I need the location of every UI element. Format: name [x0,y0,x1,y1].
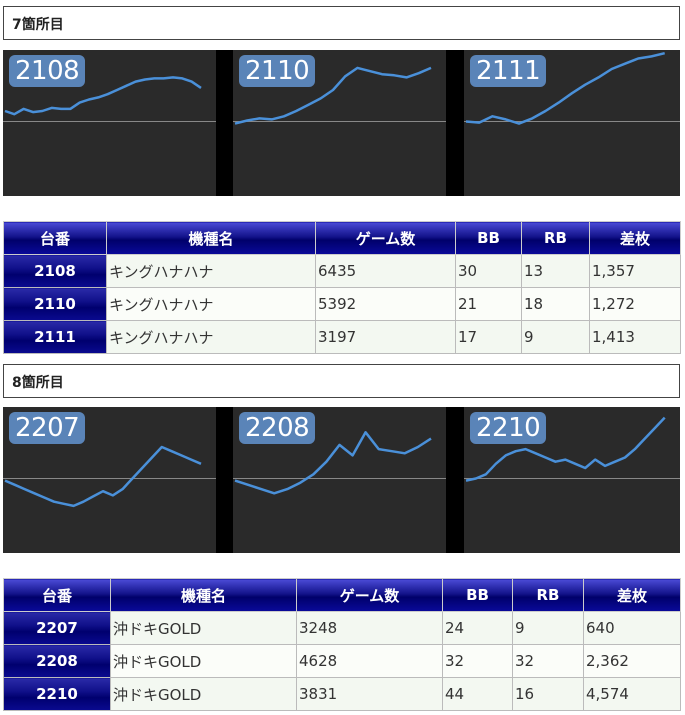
slump-graph-2111 [464,51,680,125]
chart-label-2208: 2208 [239,412,316,444]
charts-row-8: 2207 2208 2210 [3,407,680,553]
chart-label-2110: 2110 [239,55,316,87]
col-header-rb[interactable]: RB [512,578,584,612]
machine-name-cell: キングハナハナ [106,254,316,288]
col-header-machine-name[interactable]: 機種名 [106,221,316,255]
col-header-diff[interactable]: 差枚 [583,578,681,612]
rb-cell: 9 [521,320,590,354]
games-cell: 5392 [315,287,456,321]
slump-line-2208 [234,431,432,495]
table-header-row: 台番 機種名 ゲーム数 BB RB 差枚 [3,578,681,612]
slump-line-2110 [234,66,432,125]
machine-no-cell[interactable]: 2108 [3,254,107,288]
rb-cell: 16 [512,677,584,711]
slump-line-2111 [465,51,665,125]
col-header-machine-name[interactable]: 機種名 [110,578,297,612]
bb-cell: 17 [455,320,522,354]
games-cell: 3197 [315,320,456,354]
rb-cell: 13 [521,254,590,288]
rb-cell: 9 [512,611,584,645]
table-row[interactable]: 2108 キングハナハナ 6435 30 13 1,357 [3,254,681,288]
table-row[interactable]: 2110 キングハナハナ 5392 21 18 1,272 [3,287,681,321]
data-table-8: 台番 機種名 ゲーム数 BB RB 差枚 2207 沖ドキGOLD 3248 2… [3,578,681,711]
diff-cell: 640 [583,611,681,645]
games-cell: 6435 [315,254,456,288]
chart-panel-2111[interactable]: 2111 [464,50,680,196]
section-title: 8箇所目 [12,375,64,391]
col-header-rb[interactable]: RB [521,221,590,255]
games-cell: 3248 [296,611,443,645]
games-cell: 3831 [296,677,443,711]
games-cell: 4628 [296,644,443,678]
col-header-bb[interactable]: BB [442,578,513,612]
diff-cell: 1,272 [589,287,681,321]
diff-cell: 1,357 [589,254,681,288]
col-header-diff[interactable]: 差枚 [589,221,681,255]
slump-line-2207 [4,445,202,508]
chart-label-2111: 2111 [470,55,547,87]
slump-graph-2210 [464,416,680,482]
section-header-8: 8箇所目 [3,364,680,398]
machine-name-cell: キングハナハナ [106,320,316,354]
slump-graph-2108 [3,76,216,123]
col-header-bb[interactable]: BB [455,221,522,255]
data-table-7: 台番 機種名 ゲーム数 BB RB 差枚 2108 キングハナハナ 6435 3… [3,221,681,354]
table-row[interactable]: 2210 沖ドキGOLD 3831 44 16 4,574 [3,677,681,711]
slump-graph-2110 [233,66,446,125]
col-header-games[interactable]: ゲーム数 [296,578,443,612]
chart-panel-2208[interactable]: 2208 [233,407,446,553]
chart-panel-2210[interactable]: 2210 [464,407,680,553]
table-row[interactable]: 2207 沖ドキGOLD 3248 24 9 640 [3,611,681,645]
charts-row-7: 2108 2110 2111 [3,50,680,196]
machine-name-cell: 沖ドキGOLD [110,611,297,645]
chart-panel-2207[interactable]: 2207 [3,407,216,553]
machine-no-cell[interactable]: 2207 [3,611,111,645]
diff-cell: 2,362 [583,644,681,678]
rb-cell: 32 [512,644,584,678]
machine-name-cell: キングハナハナ [106,287,316,321]
table-header-row: 台番 機種名 ゲーム数 BB RB 差枚 [3,221,681,255]
chart-label-2108: 2108 [9,55,86,87]
chart-label-2207: 2207 [9,412,86,444]
bb-cell: 44 [442,677,513,711]
machine-no-cell[interactable]: 2208 [3,644,111,678]
slump-line-2108 [4,76,202,116]
machine-name-cell: 沖ドキGOLD [110,677,297,711]
bb-cell: 24 [442,611,513,645]
machine-name-cell: 沖ドキGOLD [110,644,297,678]
chart-panel-2110[interactable]: 2110 [233,50,446,196]
section-title: 7箇所目 [12,17,64,33]
slump-graph-2208 [233,431,446,495]
diff-cell: 1,413 [589,320,681,354]
rb-cell: 18 [521,287,590,321]
bb-cell: 21 [455,287,522,321]
col-header-machine-no[interactable]: 台番 [3,578,111,612]
table-row[interactable]: 2111 キングハナハナ 3197 17 9 1,413 [3,320,681,354]
slump-line-2210 [465,416,666,482]
machine-no-cell[interactable]: 2110 [3,287,107,321]
machine-no-cell[interactable]: 2210 [3,677,111,711]
slump-graph-2207 [3,445,216,508]
col-header-machine-no[interactable]: 台番 [3,221,107,255]
chart-label-2210: 2210 [470,412,547,444]
machine-no-cell[interactable]: 2111 [3,320,107,354]
bb-cell: 32 [442,644,513,678]
col-header-games[interactable]: ゲーム数 [315,221,456,255]
chart-panel-2108[interactable]: 2108 [3,50,216,196]
bb-cell: 30 [455,254,522,288]
section-header-7: 7箇所目 [3,6,680,40]
table-row[interactable]: 2208 沖ドキGOLD 4628 32 32 2,362 [3,644,681,678]
diff-cell: 4,574 [583,677,681,711]
